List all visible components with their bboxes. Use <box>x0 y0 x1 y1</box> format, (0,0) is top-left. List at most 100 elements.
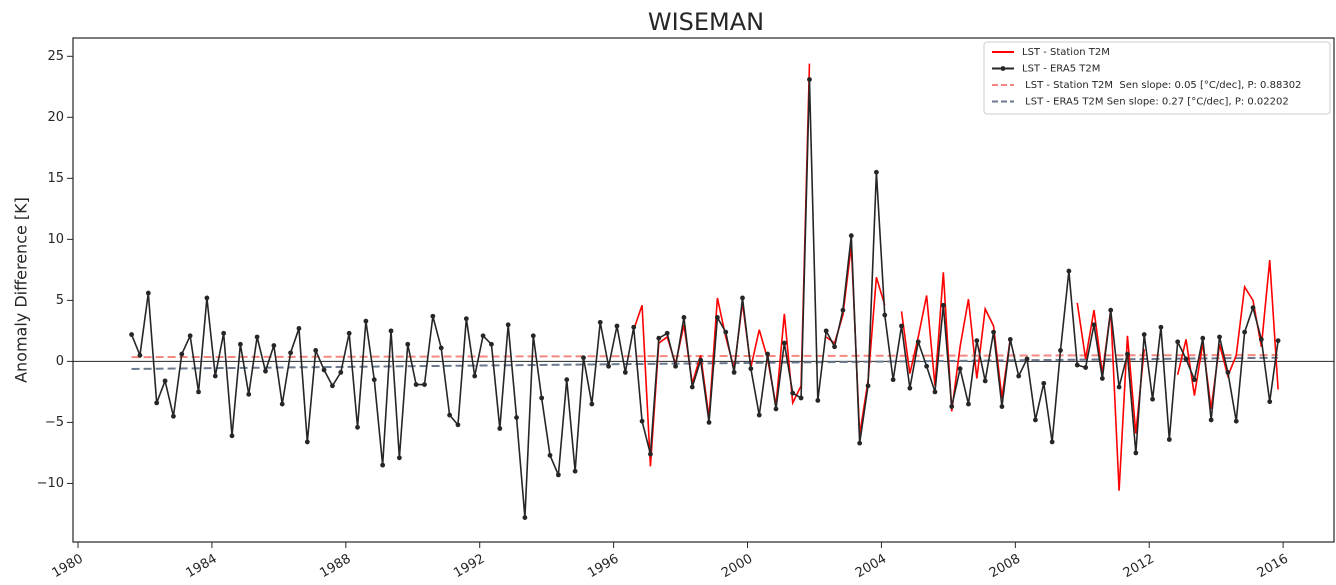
x-tick-label: 2004 <box>853 552 889 582</box>
point <box>873 169 879 175</box>
point <box>857 440 863 446</box>
plot-area <box>73 63 1334 520</box>
point <box>363 318 369 324</box>
y-axis-label: Anomaly Difference [K] <box>12 197 31 383</box>
point <box>1041 380 1047 386</box>
point <box>765 351 771 357</box>
point <box>1150 396 1155 402</box>
point <box>966 401 971 407</box>
point <box>321 367 327 373</box>
point <box>589 401 595 407</box>
point <box>1175 339 1181 345</box>
point <box>572 468 578 474</box>
point <box>790 390 796 396</box>
legend-marker <box>1000 66 1006 71</box>
point <box>162 378 168 384</box>
point <box>346 330 352 336</box>
point <box>288 350 293 356</box>
point <box>271 343 277 348</box>
series-line <box>900 272 1012 412</box>
point <box>438 345 444 351</box>
point <box>748 366 754 372</box>
point <box>539 395 545 401</box>
y-tick-label: 25 <box>47 49 64 64</box>
y-tick-label: 20 <box>47 110 64 125</box>
point <box>455 422 461 428</box>
point <box>689 384 695 390</box>
point <box>447 412 452 418</box>
point <box>137 352 143 358</box>
point <box>639 418 645 424</box>
point <box>1233 418 1239 424</box>
point <box>472 373 478 379</box>
point <box>145 290 151 296</box>
point <box>355 424 360 430</box>
point <box>807 77 812 82</box>
point <box>723 329 729 335</box>
point <box>371 377 377 383</box>
point <box>882 312 888 318</box>
series-line <box>131 356 1279 370</box>
point <box>1016 373 1022 379</box>
point <box>924 363 930 369</box>
x-tick-label: 2000 <box>719 552 755 582</box>
point <box>1133 450 1139 456</box>
point <box>1083 365 1089 370</box>
point <box>430 313 436 319</box>
point <box>581 355 586 361</box>
point <box>246 391 252 397</box>
point <box>221 330 227 336</box>
point <box>514 415 519 420</box>
point <box>991 329 996 335</box>
point <box>915 339 921 345</box>
point <box>388 328 394 334</box>
legend-label: LST - ERA5 T2M Sen slope: 0.27 [°C/dec],… <box>1022 97 1289 108</box>
point <box>422 382 427 387</box>
point <box>798 395 804 401</box>
point <box>1033 417 1038 423</box>
point <box>597 319 603 325</box>
point <box>890 377 896 383</box>
point <box>865 383 871 389</box>
x-tick-label: 1984 <box>184 552 220 582</box>
x-tick-label: 1992 <box>451 552 487 582</box>
point <box>606 363 611 369</box>
y-tick-label: −10 <box>37 476 64 491</box>
point <box>204 295 210 301</box>
point <box>698 357 704 363</box>
point <box>656 335 662 341</box>
point <box>129 332 134 337</box>
y-tick-label: 10 <box>47 232 64 247</box>
point <box>304 439 310 445</box>
point <box>1158 324 1164 330</box>
point <box>263 368 268 374</box>
point <box>1024 356 1030 362</box>
point <box>187 333 193 339</box>
point <box>405 341 411 347</box>
point <box>555 472 561 478</box>
point <box>731 369 737 375</box>
point <box>547 452 553 458</box>
point <box>505 322 511 328</box>
point <box>1275 338 1281 344</box>
point <box>154 400 160 406</box>
point <box>832 344 837 350</box>
series-line <box>632 63 811 467</box>
x-tick-label: 2008 <box>987 552 1023 582</box>
point <box>1066 268 1072 274</box>
series-line <box>1176 260 1279 410</box>
x-tick-label: 2016 <box>1255 552 1291 582</box>
point <box>1099 376 1105 381</box>
point <box>622 369 628 375</box>
point <box>1141 332 1147 337</box>
point <box>212 373 218 379</box>
axes-frame <box>72 37 1335 543</box>
legend-label: LST - Station T2M Sen slope: 0.05 [°C/de… <box>1022 80 1301 91</box>
point <box>179 351 185 357</box>
point <box>1217 334 1222 340</box>
point <box>229 433 235 439</box>
point <box>714 315 720 320</box>
point <box>279 401 285 407</box>
x-tick-label: 1996 <box>585 552 621 582</box>
y-tick-label: 15 <box>47 171 64 186</box>
